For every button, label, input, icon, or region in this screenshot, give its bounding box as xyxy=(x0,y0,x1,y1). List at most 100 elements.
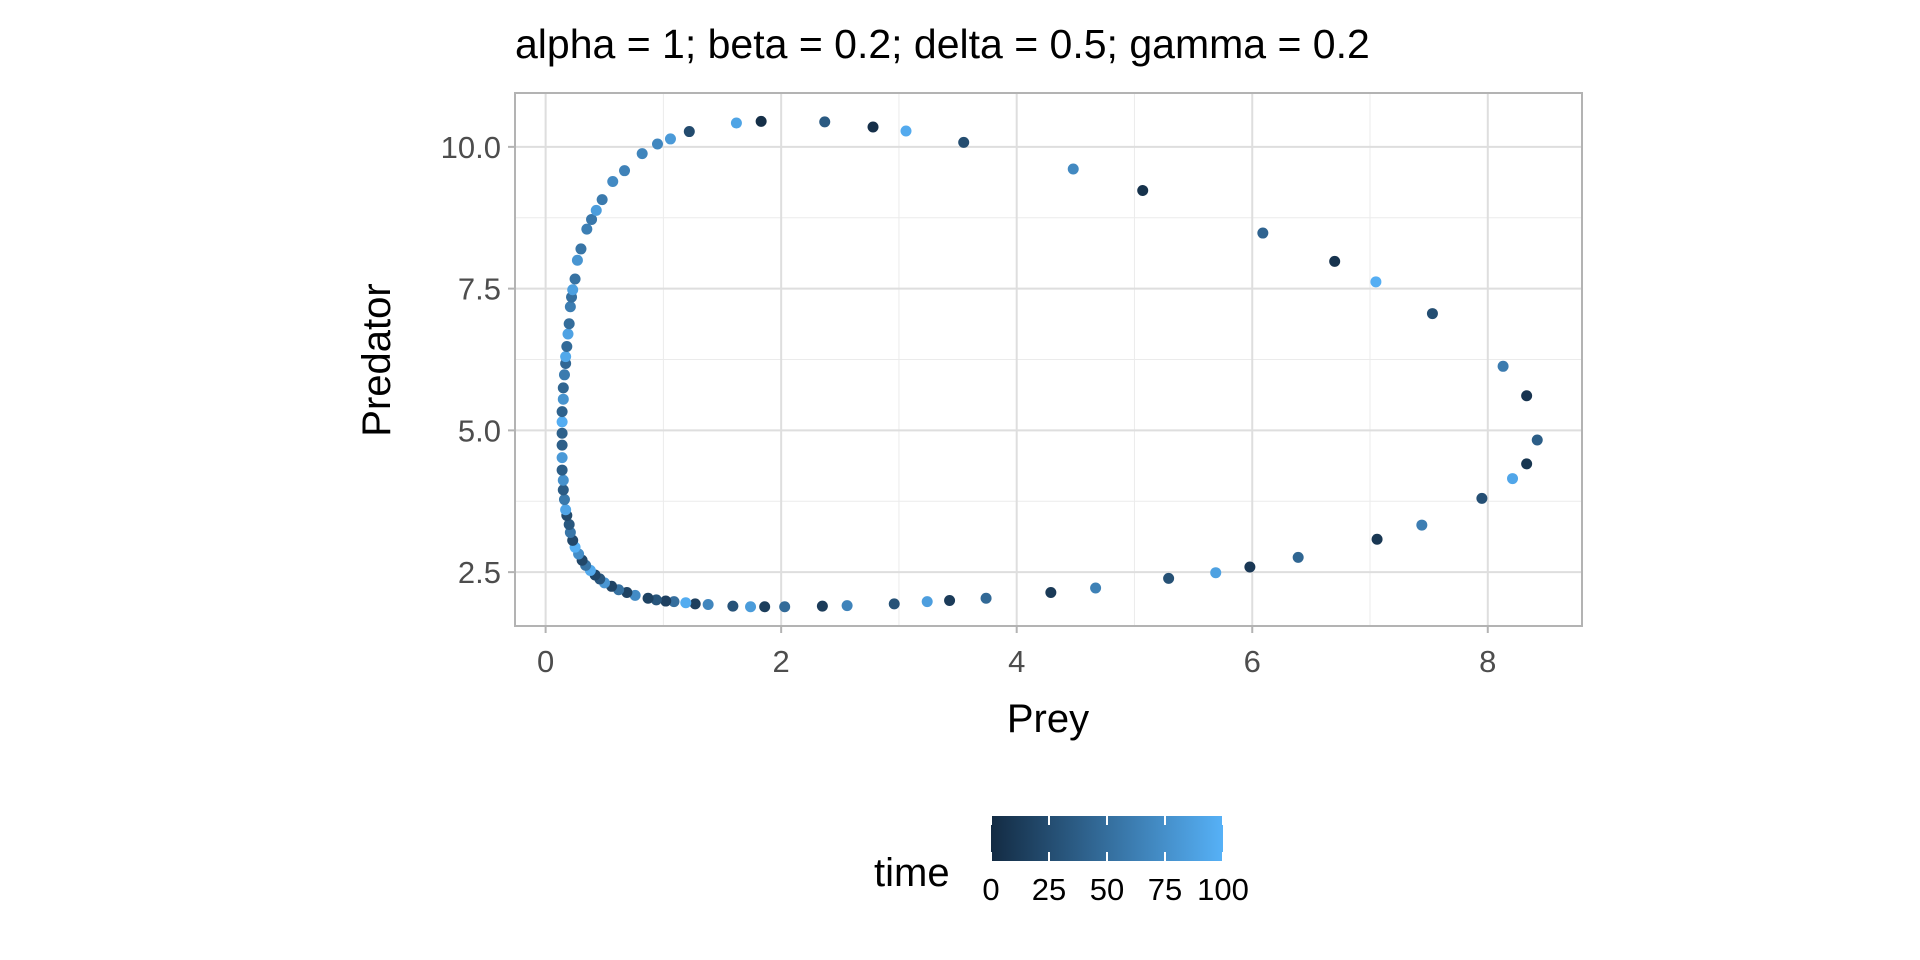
data-point xyxy=(683,126,695,138)
data-point xyxy=(652,138,664,150)
data-point xyxy=(1476,492,1488,504)
data-point xyxy=(1416,519,1428,531)
data-point xyxy=(1329,255,1341,267)
data-point xyxy=(557,393,569,405)
legend-tick-label: 25 xyxy=(1032,872,1066,907)
data-point xyxy=(590,204,602,216)
data-point xyxy=(1521,458,1533,470)
data-point xyxy=(571,254,583,266)
data-point xyxy=(745,601,757,613)
data-point xyxy=(730,117,742,129)
data-point xyxy=(556,452,568,464)
data-point xyxy=(779,601,791,613)
y-tick-label: 5.0 xyxy=(458,413,501,448)
data-point xyxy=(1497,360,1509,372)
data-point xyxy=(867,121,879,133)
data-point xyxy=(841,600,853,612)
x-tick-label: 6 xyxy=(1244,644,1261,679)
data-point xyxy=(1292,551,1304,563)
data-point xyxy=(1137,185,1149,197)
grid-lines xyxy=(515,93,1582,626)
y-tick-label: 2.5 xyxy=(458,555,501,590)
data-point xyxy=(569,273,581,285)
data-point xyxy=(1163,572,1175,584)
data-point xyxy=(556,464,568,476)
data-point xyxy=(563,318,575,330)
x-axis-ticks: 0 2 4 6 8 xyxy=(537,626,1496,679)
data-point xyxy=(1521,390,1533,402)
y-tick-label: 7.5 xyxy=(458,272,501,307)
x-tick-label: 8 xyxy=(1479,644,1496,679)
data-point xyxy=(567,284,579,296)
data-point xyxy=(668,596,680,608)
data-point xyxy=(1045,587,1057,599)
color-legend: time 0 25 50 75 100 xyxy=(874,816,1249,907)
legend-tick-label: 100 xyxy=(1197,872,1249,907)
data-point xyxy=(642,592,654,604)
plot-panel-border xyxy=(514,92,1583,627)
y-axis-ticks: 2.5 5.0 7.5 10.0 xyxy=(441,130,515,590)
data-point xyxy=(619,165,631,177)
legend-ticks: 0 25 50 75 100 xyxy=(982,816,1249,907)
data-point xyxy=(557,474,569,486)
data-point xyxy=(560,504,572,516)
data-point xyxy=(702,598,714,610)
data-point xyxy=(816,600,828,612)
data-point xyxy=(900,125,912,137)
y-axis-title: Predator xyxy=(355,283,399,436)
data-point xyxy=(558,494,570,506)
data-point xyxy=(921,596,933,608)
legend-tick-label: 50 xyxy=(1090,872,1124,907)
plot-title: alpha = 1; beta = 0.2; delta = 0.5; gamm… xyxy=(515,21,1370,67)
data-point xyxy=(1244,561,1256,573)
data-point xyxy=(1090,582,1102,594)
x-tick-label: 0 xyxy=(537,644,554,679)
data-point xyxy=(557,484,569,496)
data-point xyxy=(660,595,672,607)
data-points xyxy=(556,115,1543,613)
data-point xyxy=(888,598,900,610)
data-point xyxy=(689,598,701,610)
data-point xyxy=(1210,567,1222,579)
data-point xyxy=(558,369,570,381)
data-point xyxy=(664,133,676,145)
data-point xyxy=(819,116,831,128)
y-tick-label: 10.0 xyxy=(441,130,501,165)
legend-tick-label: 0 xyxy=(982,872,999,907)
data-point xyxy=(556,416,568,428)
data-point xyxy=(755,115,767,127)
data-point xyxy=(759,601,771,613)
data-point xyxy=(575,243,587,255)
data-point xyxy=(1257,227,1269,239)
data-point xyxy=(1531,434,1543,446)
data-point xyxy=(944,594,956,606)
data-point xyxy=(596,194,608,206)
data-point xyxy=(636,148,648,160)
legend-title: time xyxy=(874,851,950,895)
data-point xyxy=(564,301,576,313)
data-point xyxy=(556,427,568,439)
data-point xyxy=(562,328,574,340)
data-point xyxy=(561,340,573,352)
data-point xyxy=(557,382,569,394)
data-point xyxy=(586,213,598,225)
data-point xyxy=(607,175,619,187)
data-point xyxy=(560,351,572,363)
x-tick-label: 2 xyxy=(773,644,790,679)
data-point xyxy=(1426,308,1438,320)
data-point xyxy=(563,519,575,531)
data-point xyxy=(1507,473,1519,485)
data-point xyxy=(1371,533,1383,545)
data-point xyxy=(556,406,568,418)
data-point xyxy=(958,136,970,148)
legend-tick-label: 75 xyxy=(1148,872,1182,907)
data-point xyxy=(727,600,739,612)
data-point xyxy=(581,223,593,235)
data-point xyxy=(556,439,568,451)
data-point xyxy=(1067,163,1079,175)
data-point xyxy=(650,594,662,606)
x-axis-title: Prey xyxy=(1007,697,1089,741)
data-point xyxy=(680,597,692,609)
